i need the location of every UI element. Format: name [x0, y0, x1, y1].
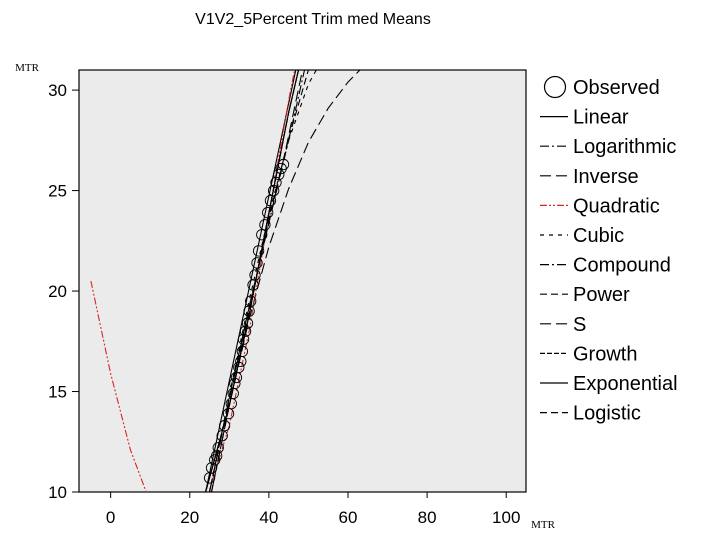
observed-point	[277, 158, 290, 171]
legend-label-logistic: Logistic	[573, 403, 641, 425]
observed-point	[205, 462, 218, 474]
legend-label-inverse: Inverse	[573, 166, 639, 188]
legend-label-observed: Observed	[573, 77, 660, 99]
observed-point	[212, 442, 224, 454]
legend-label-growth: Growth	[573, 343, 637, 365]
observed-point	[251, 257, 263, 269]
legend-label-compound: Compound	[573, 255, 671, 277]
legend-label-s: S	[573, 314, 586, 336]
y-tick-label: 10	[48, 483, 67, 502]
x-tick-label: 40	[259, 508, 278, 527]
observed-point	[233, 361, 245, 374]
observed-point	[236, 345, 249, 357]
legend-label-exponential: Exponential	[573, 373, 678, 395]
x-tick-label: 100	[492, 508, 520, 527]
observed-point	[218, 420, 231, 432]
observed-point	[211, 450, 223, 462]
observed-point	[252, 245, 265, 257]
y-axis-label: MTR	[15, 62, 40, 74]
y-tick-label: 30	[48, 81, 67, 100]
observed-point	[256, 229, 268, 241]
observed-point	[267, 184, 280, 197]
legend-label-logarithmic: Logarithmic	[573, 136, 676, 158]
observed-point	[264, 194, 277, 207]
plot-area	[78, 69, 527, 493]
legend-symbol-observed	[543, 75, 567, 99]
x-tick-label: 60	[339, 508, 358, 527]
legend: Observed Linear Logarithmic Inverse Quadrati…	[540, 75, 678, 425]
x-axis-label: MTR	[531, 519, 556, 531]
observed-point	[229, 377, 241, 390]
y-tick-label: 20	[48, 282, 67, 301]
observed-point	[239, 325, 252, 337]
observed-point	[245, 295, 257, 307]
observed-point	[249, 269, 261, 281]
observed-point	[241, 317, 254, 329]
observed-point	[270, 176, 282, 189]
y-tick-label: 25	[48, 182, 67, 201]
x-tick-label: 20	[180, 508, 199, 527]
x-tick-label: 0	[106, 508, 115, 527]
observed-points	[203, 158, 290, 484]
curve-logistic	[205, 70, 300, 492]
observed-point	[262, 207, 274, 219]
y-tick-label: 15	[48, 383, 67, 402]
legend-label-quadratic: Quadratic	[573, 195, 660, 217]
observed-point	[237, 333, 250, 345]
observed-point	[273, 168, 285, 181]
legend-label-power: Power	[573, 284, 630, 306]
legend-label-linear: Linear	[573, 107, 629, 129]
chart-title: V1V2_5Percent Trim med Means	[195, 11, 431, 28]
observed-point	[259, 219, 271, 231]
legend-label-cubic: Cubic	[573, 225, 624, 247]
x-tick-label: 80	[418, 508, 437, 527]
